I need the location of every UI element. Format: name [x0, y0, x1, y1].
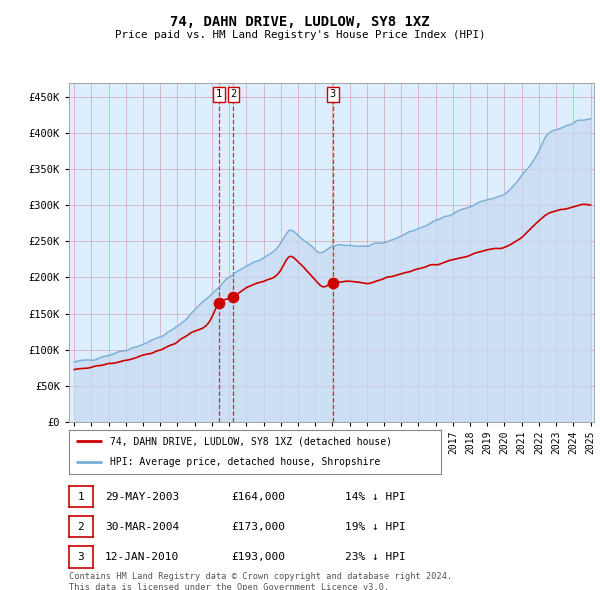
Text: Price paid vs. HM Land Registry's House Price Index (HPI): Price paid vs. HM Land Registry's House …: [115, 30, 485, 40]
Text: 30-MAR-2004: 30-MAR-2004: [105, 522, 179, 532]
Point: [214, 299, 224, 308]
Text: £173,000: £173,000: [231, 522, 285, 532]
Text: 2: 2: [77, 522, 85, 532]
Text: 3: 3: [77, 552, 85, 562]
Point: [229, 292, 238, 301]
Text: 74, DAHN DRIVE, LUDLOW, SY8 1XZ: 74, DAHN DRIVE, LUDLOW, SY8 1XZ: [170, 15, 430, 29]
Text: 1: 1: [216, 90, 222, 100]
Text: 29-MAY-2003: 29-MAY-2003: [105, 492, 179, 502]
Text: 19% ↓ HPI: 19% ↓ HPI: [345, 522, 406, 532]
Text: 12-JAN-2010: 12-JAN-2010: [105, 552, 179, 562]
Text: HPI: Average price, detached house, Shropshire: HPI: Average price, detached house, Shro…: [110, 457, 380, 467]
Text: 14% ↓ HPI: 14% ↓ HPI: [345, 492, 406, 502]
Text: 2: 2: [230, 90, 236, 100]
Text: 74, DAHN DRIVE, LUDLOW, SY8 1XZ (detached house): 74, DAHN DRIVE, LUDLOW, SY8 1XZ (detache…: [110, 437, 392, 447]
Text: £193,000: £193,000: [231, 552, 285, 562]
Text: Contains HM Land Registry data © Crown copyright and database right 2024.: Contains HM Land Registry data © Crown c…: [69, 572, 452, 581]
Text: 3: 3: [330, 90, 336, 100]
Point: [328, 278, 338, 287]
Text: £164,000: £164,000: [231, 492, 285, 502]
Text: 1: 1: [77, 492, 85, 502]
Text: This data is licensed under the Open Government Licence v3.0.: This data is licensed under the Open Gov…: [69, 583, 389, 590]
Text: 23% ↓ HPI: 23% ↓ HPI: [345, 552, 406, 562]
